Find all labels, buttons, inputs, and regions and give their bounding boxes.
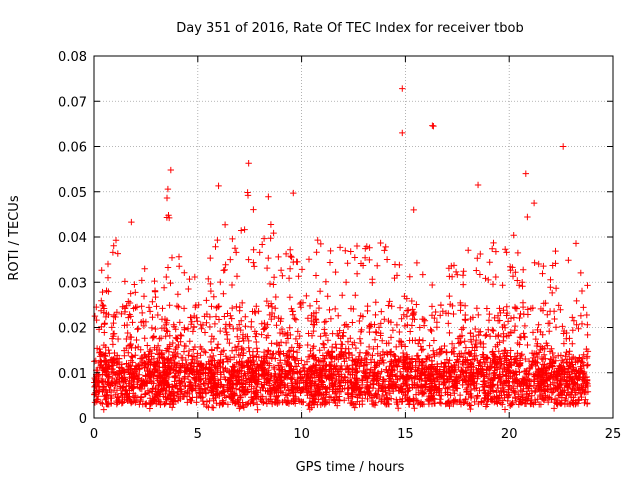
y-tick-label: 0.04	[58, 231, 87, 246]
y-tick-label: 0.01	[58, 367, 87, 382]
x-tick-label: 15	[397, 427, 414, 442]
x-tick-label: 10	[293, 427, 310, 442]
outlier-point-0	[399, 85, 406, 92]
y-tick-label: 0.08	[58, 50, 87, 65]
outlier-point-7	[167, 166, 175, 174]
x-axis-label: GPS time / hours	[296, 460, 405, 475]
y-tick-label: 0.05	[58, 186, 87, 201]
outlier-point-6	[522, 170, 530, 177]
y-tick-label: 0.03	[58, 276, 87, 291]
x-tick-label: 20	[501, 427, 518, 442]
x-tick-label: 5	[194, 427, 202, 442]
y-axis-ticks: 0 0.01 0.02 0.03 0.04 0.05 0.06 0.07 0.08	[58, 50, 613, 427]
y-tick-label: 0.07	[58, 95, 87, 110]
y-tick-label: 0.06	[58, 141, 87, 156]
outlier-point-3	[430, 122, 437, 130]
outlier-point-13	[410, 206, 417, 214]
x-tick-label: 0	[90, 427, 98, 442]
outlier-point-10	[290, 189, 297, 197]
outlier-point-9	[215, 182, 222, 190]
outlier-point-11	[265, 193, 272, 200]
data-points	[91, 185, 592, 413]
y-tick-label: 0	[79, 412, 87, 427]
outlier-point-14	[128, 218, 135, 226]
y-axis-label: ROTI / TECUs	[7, 195, 22, 280]
chart-title: Day 351 of 2016, Rate Of TEC Index for r…	[176, 21, 523, 36]
scatter-markers	[91, 185, 592, 413]
x-tick-label: 25	[605, 427, 622, 442]
x-axis-ticks: 0 5 10 15 20 25	[90, 56, 621, 442]
outlier-points	[128, 85, 567, 226]
y-tick-label: 0.02	[58, 322, 87, 337]
outlier-point-8	[474, 181, 482, 189]
outlier-point-1	[399, 129, 406, 137]
outlier-point-5	[245, 160, 252, 167]
outlier-point-4	[559, 143, 567, 150]
outlier-point-12	[530, 199, 538, 207]
